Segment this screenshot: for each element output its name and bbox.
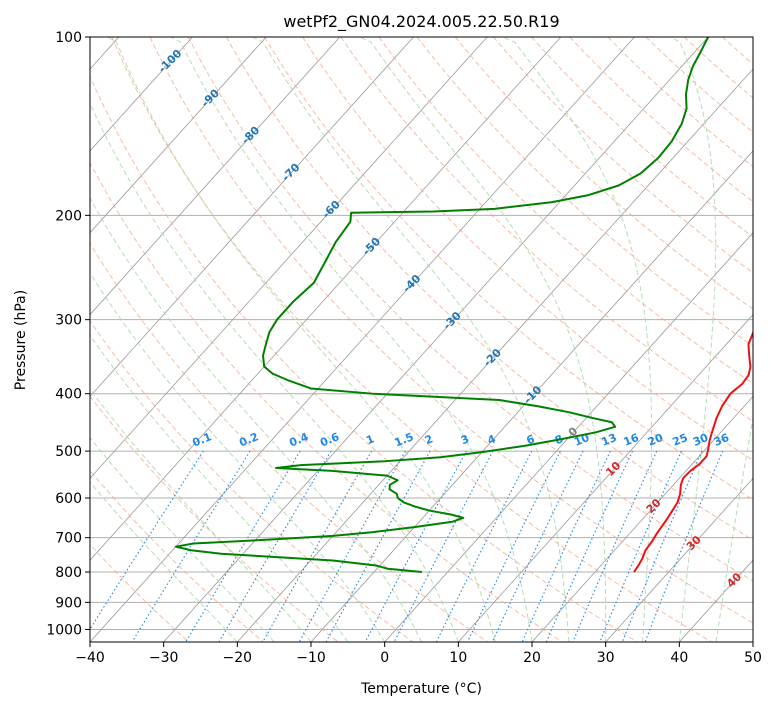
mixing-ratio-line — [621, 450, 703, 642]
mixing-ratio-line — [364, 450, 467, 642]
dry-adiabat-line — [90, 161, 563, 642]
x-tick-label: −20 — [223, 650, 253, 666]
mixing-ratio-label: 20 — [646, 431, 665, 449]
mixing-ratio-label: 25 — [671, 431, 690, 449]
mixing-ratio-line — [393, 450, 494, 642]
dry-adiabat-line — [187, 37, 753, 582]
isotherm-line — [90, 37, 193, 152]
y-tick-label: 600 — [55, 491, 82, 507]
moist-adiabat-line — [90, 436, 275, 642]
mixing-ratio-line — [491, 450, 584, 642]
dry-adiabat-line — [607, 37, 753, 168]
x-tick-label: −40 — [75, 650, 105, 666]
x-tick-label: 50 — [744, 650, 762, 666]
y-tick-label: 1000 — [46, 622, 82, 638]
isotherm-line — [531, 395, 753, 642]
dry-adiabat-line — [225, 37, 753, 541]
mixing-ratio-line — [90, 450, 204, 630]
isotherm-line — [90, 37, 488, 479]
isotherm-line — [90, 37, 267, 234]
isotherm-line — [384, 232, 753, 642]
x-tick-label: 40 — [670, 650, 688, 666]
moist-adiabat-line — [670, 37, 717, 642]
x-tick-label: 0 — [380, 650, 389, 666]
moist-adiabat-line — [90, 481, 238, 642]
x-tick-label: 20 — [523, 650, 541, 666]
moist-adiabat-line — [90, 197, 422, 642]
x-tick-label: −10 — [296, 650, 326, 666]
mixing-ratio-line — [218, 450, 332, 642]
y-tick-label: 800 — [55, 565, 82, 581]
dry-adiabat-line — [90, 242, 488, 642]
moist-adiabat-line — [107, 37, 496, 642]
isotherm-line — [458, 313, 753, 642]
moist-adiabat-line — [715, 415, 753, 642]
moist-adiabat-line — [170, 37, 533, 642]
dry-adiabat-line — [378, 37, 753, 385]
mixing-ratio-line — [298, 450, 406, 642]
dry-adiabat-line — [149, 37, 753, 624]
dry-adiabat-line — [264, 37, 753, 501]
y-tick-label: 900 — [55, 595, 82, 611]
moist-adiabat-line — [90, 272, 386, 642]
mixing-ratio-label: 13 — [600, 431, 619, 449]
moist-adiabat-line — [502, 37, 653, 642]
mixing-ratio-line — [467, 450, 561, 642]
mixing-ratio-line — [185, 450, 301, 642]
isotherm-line — [90, 37, 414, 398]
y-tick-label: 500 — [55, 444, 82, 460]
mixing-ratio-label: 30 — [691, 431, 710, 449]
dry-adiabat-line — [493, 37, 753, 274]
isotherm-line — [605, 477, 753, 642]
x-axis-label: Temperature (°C) — [360, 681, 482, 697]
isotherm-line — [90, 37, 562, 561]
dry-adiabat-line — [90, 320, 414, 642]
plot-frame — [89, 36, 754, 643]
x-tick-label: 10 — [449, 650, 467, 666]
mixing-ratio-line — [325, 450, 431, 642]
y-tick-label: 400 — [55, 387, 82, 403]
moist-adiabat-line — [90, 388, 312, 642]
isotherm-line — [310, 150, 753, 642]
mixing-ratio-label: 1 — [364, 432, 376, 447]
mixing-ratio-label: 36 — [712, 431, 731, 449]
chart-title: wetPf2_GN04.2024.005.22.50.R19 — [283, 12, 559, 32]
dry-adiabat-line — [111, 37, 712, 642]
y-tick-label: 700 — [55, 531, 82, 547]
dry-adiabat-line — [340, 37, 753, 423]
y-tick-label: 300 — [55, 313, 82, 329]
mixing-ratio-line — [599, 450, 682, 642]
mixing-ratio-line — [572, 450, 658, 642]
dewpoint-profile-line — [174, 37, 710, 574]
mixing-ratio-line — [545, 450, 634, 642]
y-tick-label: 200 — [55, 208, 82, 224]
moist-adiabat-line — [359, 37, 607, 642]
isotherm-line — [237, 68, 753, 642]
moist-adiabat-line — [90, 102, 459, 642]
x-tick-label: −30 — [149, 650, 179, 666]
isotherm-line — [90, 37, 341, 316]
dry-adiabat-line — [454, 37, 753, 310]
y-tick-label: 100 — [55, 30, 82, 46]
mixing-ratio-label: 2 — [423, 432, 435, 447]
mixing-ratio-line — [131, 450, 251, 642]
moist-adiabat-line — [252, 37, 570, 642]
y-axis-label: Pressure (hPa) — [13, 290, 29, 390]
mixing-ratio-line — [262, 450, 373, 642]
temperature-profile-line — [633, 331, 753, 573]
mixing-ratio-label: 16 — [622, 431, 641, 449]
mixing-ratio-label: 3 — [459, 432, 471, 447]
x-tick-label: 30 — [597, 650, 615, 666]
dry-adiabat-line — [302, 37, 753, 461]
